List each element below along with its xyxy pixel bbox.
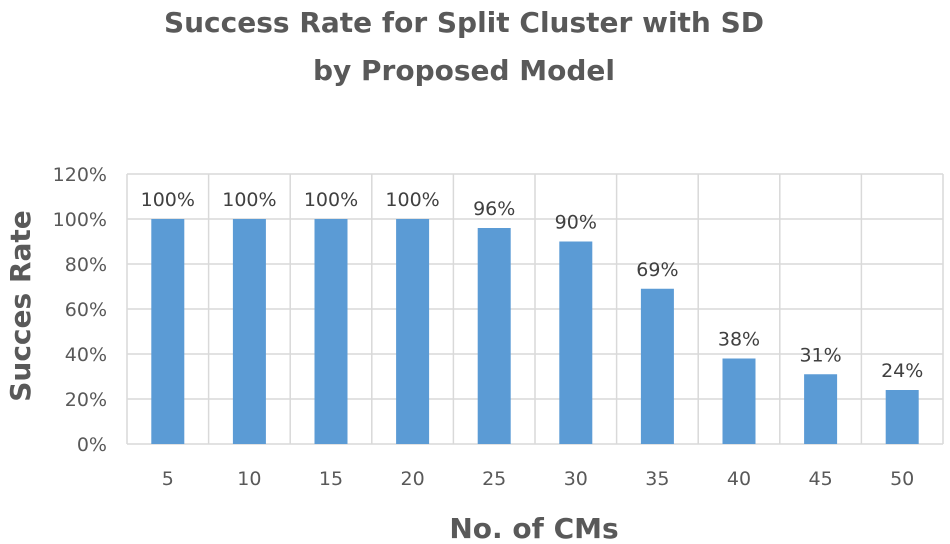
- x-axis-ticks: 5 10 15 20 25 30 35 40 45 50: [162, 468, 915, 490]
- data-label-30: 90%: [555, 212, 597, 234]
- data-label-35: 69%: [636, 259, 678, 281]
- x-tick-label-5: 5: [162, 468, 174, 490]
- bar-50: [885, 390, 919, 444]
- x-axis-title: No. of CMs: [449, 512, 618, 544]
- y-tick-label-0: 0%: [77, 434, 107, 456]
- data-label-25: 96%: [473, 198, 515, 220]
- x-tick-label-45: 45: [809, 468, 833, 490]
- y-axis-title: Succes Rate: [4, 210, 37, 402]
- x-tick-label-25: 25: [482, 468, 506, 490]
- bar-40: [722, 358, 756, 444]
- bar-15: [314, 219, 348, 444]
- data-labels: 100% 100% 100% 100% 96% 90% 69% 38% 31% 24%: [141, 189, 924, 382]
- bar-10: [232, 219, 266, 444]
- x-tick-label-30: 30: [564, 468, 588, 490]
- bar-30: [559, 241, 593, 444]
- data-label-50: 24%: [881, 360, 923, 382]
- bar-20: [396, 219, 430, 444]
- bar-35: [640, 288, 674, 444]
- chart-title-line-1: Success Rate for Split Cluster with SD: [164, 6, 764, 39]
- data-label-15: 100%: [304, 189, 358, 211]
- bar-25: [477, 228, 511, 444]
- x-tick-label-10: 10: [237, 468, 261, 490]
- y-tick-label-1: 20%: [65, 389, 107, 411]
- data-label-10: 100%: [222, 189, 276, 211]
- x-tick-label-50: 50: [890, 468, 914, 490]
- data-label-45: 31%: [799, 344, 841, 366]
- data-label-5: 100%: [141, 189, 195, 211]
- y-tick-label-2: 40%: [65, 344, 107, 366]
- x-tick-label-40: 40: [727, 468, 751, 490]
- bar-5: [151, 219, 185, 444]
- data-label-20: 100%: [385, 189, 439, 211]
- y-tick-label-5: 100%: [53, 209, 107, 231]
- y-tick-label-4: 80%: [65, 254, 107, 276]
- y-axis-ticks: 0% 20% 40% 60% 80% 100% 120%: [53, 164, 107, 456]
- bar-45: [804, 374, 838, 444]
- chart-title-line-2: by Proposed Model: [313, 54, 615, 87]
- y-tick-label-3: 60%: [65, 299, 107, 321]
- x-tick-label-20: 20: [401, 468, 425, 490]
- data-label-40: 38%: [718, 329, 760, 351]
- bars: [151, 219, 919, 444]
- x-tick-label-35: 35: [645, 468, 669, 490]
- y-tick-label-6: 120%: [53, 164, 107, 186]
- x-tick-label-15: 15: [319, 468, 343, 490]
